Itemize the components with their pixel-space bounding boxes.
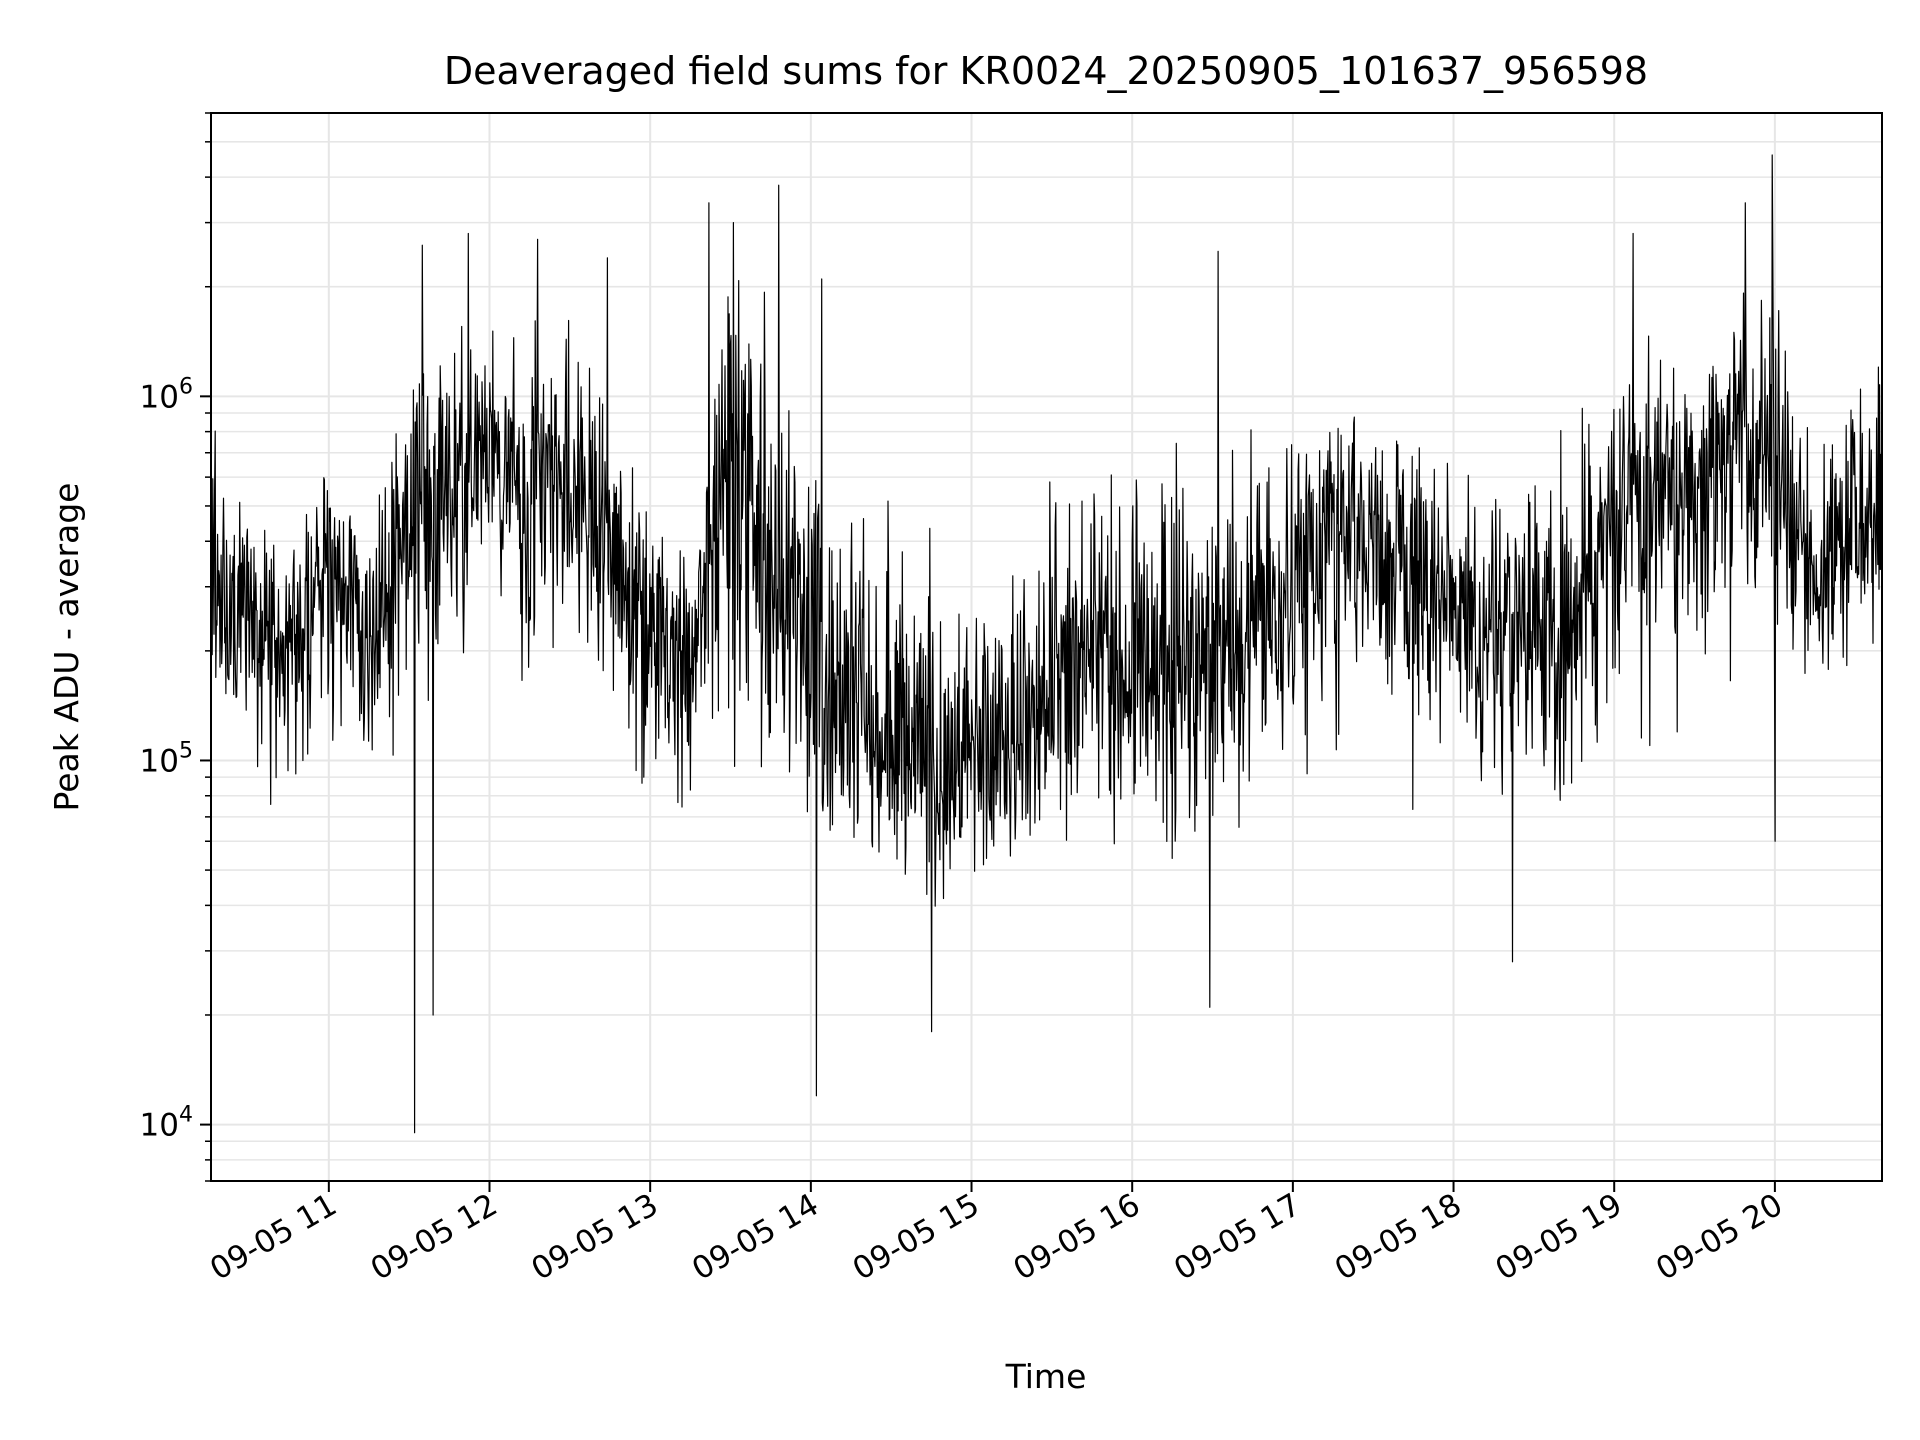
plot-frame xyxy=(210,112,1883,1182)
y-tick-base: 10 xyxy=(140,1108,179,1144)
grid-layer xyxy=(211,112,1882,1182)
series-line xyxy=(210,154,1883,1134)
y-tick-exponent: 6 xyxy=(179,374,193,399)
y-tick-exponent: 5 xyxy=(179,738,193,763)
chart-title: Deaveraged field sums for KR0024_2025090… xyxy=(444,49,1648,93)
y-tick-base: 10 xyxy=(140,379,179,415)
data-layer xyxy=(210,154,1883,1134)
y-tick-exponent: 4 xyxy=(179,1103,193,1128)
y-axis-label: Peak ADU - average xyxy=(47,483,86,812)
x-axis-label: Time xyxy=(1005,1357,1087,1396)
tick-layer xyxy=(200,112,1776,1192)
y-tick-label: 106 xyxy=(140,374,193,415)
y-tick-label: 105 xyxy=(140,738,193,779)
y-tick-label: 104 xyxy=(140,1103,193,1144)
y-tick-base: 10 xyxy=(140,743,179,779)
